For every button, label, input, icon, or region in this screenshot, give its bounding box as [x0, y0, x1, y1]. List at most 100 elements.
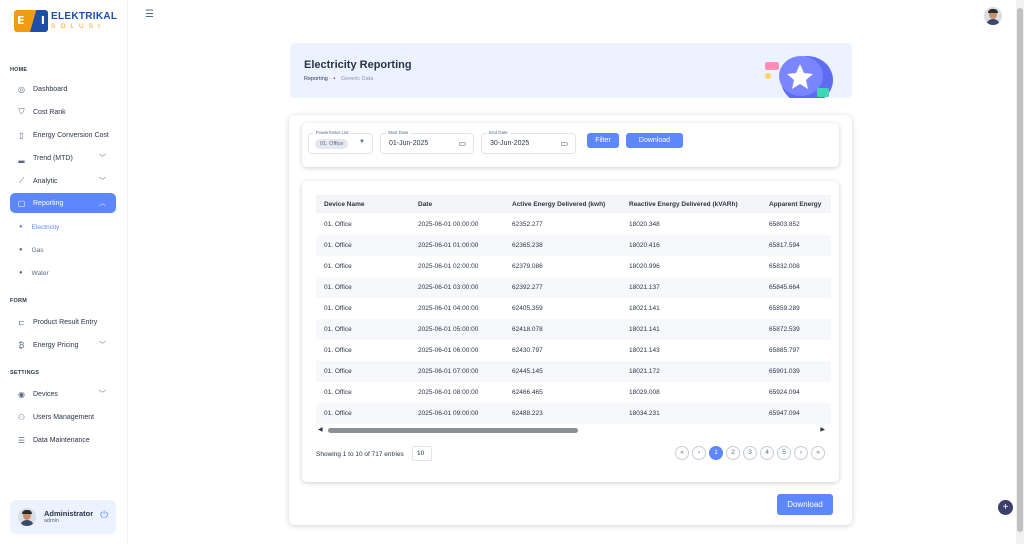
sidebar-item-dashboard[interactable]: ◎ Dashboard	[10, 79, 116, 99]
table-row[interactable]	[316, 235, 831, 256]
table-cell: 18020.996	[629, 263, 660, 270]
table-cell: 2025-06-01 09:00:00	[418, 410, 479, 417]
sidebar-item-label: Trend (MTD)	[33, 154, 73, 162]
powermeter-select[interactable]: Powermeter List 01. Office ▼	[308, 130, 373, 154]
column-header[interactable]: Apparent Energy	[769, 201, 822, 208]
column-header[interactable]: Date	[418, 201, 433, 208]
table-row[interactable]	[316, 277, 831, 298]
page-size-select[interactable]: 10	[412, 446, 432, 461]
page-scrollbar[interactable]	[1016, 0, 1024, 544]
table-row[interactable]	[316, 403, 831, 424]
bullet-icon: ●	[19, 224, 23, 230]
sidebar-item-product-result-entry[interactable]: ⊏ Product Result Entry	[10, 312, 116, 332]
table-row[interactable]	[316, 340, 831, 361]
database-icon: ☰	[17, 435, 26, 445]
download-button-bottom[interactable]: Download	[777, 494, 833, 515]
sidebar: E I ELEKTRIKAL SOLUSI HOME ◎ Dashboard ⛉…	[0, 0, 128, 544]
sidebar-item-label: Product Result Entry	[33, 318, 98, 326]
menu-toggle-icon[interactable]: ☰	[145, 9, 154, 20]
customizer-fab-icon[interactable]: +	[998, 500, 1013, 515]
scroll-right-icon[interactable]: ▶	[820, 427, 825, 433]
end-date-label: End Date	[487, 130, 510, 135]
horizontal-scrollbar[interactable]: ◀ ▶	[316, 427, 831, 434]
table-row[interactable]	[316, 361, 831, 382]
sidebar-item-label: Dashboard	[33, 85, 68, 93]
table-cell: 65901.039	[769, 368, 800, 375]
sidebar-item-cost-rank[interactable]: ⛉ Cost Rank	[10, 102, 116, 122]
table-cell: 2025-06-01 08:00:00	[418, 389, 479, 396]
sidebar-item-reporting[interactable]: ▢ Reporting ︿	[10, 193, 116, 213]
sidebar-sub-electricity[interactable]: ● Electricity	[10, 219, 59, 235]
scroll-left-icon[interactable]: ◀	[318, 427, 323, 433]
logout-icon[interactable]: ⏻	[100, 510, 108, 521]
user-avatar[interactable]	[984, 7, 1002, 25]
column-header[interactable]: Active Energy Delivered (kwh)	[512, 201, 606, 208]
calendar-icon[interactable]: ▭	[560, 139, 568, 148]
last-page-button[interactable]: »	[811, 446, 825, 460]
sidebar-item-data-maintenance[interactable]: ☰ Data Maintenance	[10, 430, 116, 450]
users-icon: ⚇	[17, 412, 26, 422]
chevron-down-icon: ﹀	[99, 178, 106, 185]
bullet-icon: ●	[19, 247, 23, 253]
first-page-button[interactable]: «	[675, 446, 689, 460]
page-button[interactable]: 3	[743, 446, 757, 460]
powermeter-chip[interactable]: 01. Office	[315, 139, 349, 149]
sidebar-sub-water[interactable]: ● Water	[10, 265, 49, 281]
sidebar-sub-label: Water	[31, 269, 49, 277]
sidebar-item-label: Devices	[33, 390, 58, 398]
scroll-thumb[interactable]	[328, 428, 578, 433]
end-date-value: 30-Jun-2025	[490, 140, 530, 147]
table-cell: 65832.008	[769, 263, 800, 270]
page-button[interactable]: 5	[777, 446, 791, 460]
table-row[interactable]	[316, 214, 831, 235]
conversion-icon: ▯	[19, 130, 24, 140]
profile-card: Administrator admin ⏻	[10, 500, 116, 534]
table-row[interactable]	[316, 256, 831, 277]
table-row[interactable]	[316, 298, 831, 319]
section-home: HOME	[10, 67, 28, 73]
profile-name: Administrator	[44, 508, 94, 518]
filter-button[interactable]: Filter	[587, 133, 619, 148]
table-cell: 01. Office	[324, 389, 352, 396]
start-date-field[interactable]: Start Date 01-Jun-2025 ▭	[380, 130, 474, 154]
breadcrumb-root[interactable]: Reporting	[304, 76, 328, 82]
sidebar-item-energy-pricing[interactable]: ₿ Energy Pricing ﹀	[10, 335, 116, 355]
table-cell: 01. Office	[324, 284, 352, 291]
table-row[interactable]	[316, 319, 831, 340]
column-header[interactable]: Device Name	[324, 201, 365, 208]
table-cell: 18021.172	[629, 368, 660, 375]
sidebar-item-energy-conversion-cost[interactable]: ▯ Energy Conversion Cost	[10, 125, 116, 145]
header-illustration	[765, 56, 833, 98]
start-date-label: Start Date	[386, 130, 411, 135]
entries-info: Showing 1 to 10 of 717 entries	[316, 451, 404, 458]
profile-role: admin	[44, 518, 59, 525]
table-cell: 2025-06-01 05:00:00	[418, 326, 479, 333]
table-cell: 62365.238	[512, 242, 543, 249]
end-date-field[interactable]: End Date 30-Jun-2025 ▭	[481, 130, 576, 154]
avatar[interactable]	[18, 508, 36, 526]
page-button[interactable]: 4	[760, 446, 774, 460]
page-button[interactable]: 2	[726, 446, 740, 460]
column-header[interactable]: Reactive Energy Delivered (kVARh)	[629, 201, 738, 208]
sidebar-item-devices[interactable]: ◉ Devices ﹀	[10, 384, 116, 404]
sidebar-item-analytic[interactable]: ⟋ Analytic ﹀	[10, 171, 116, 191]
table-cell: 01. Office	[324, 263, 352, 270]
table-cell: 18021.137	[629, 284, 660, 291]
sidebar-item-trend[interactable]: ▂ Trend (MTD) ﹀	[10, 148, 116, 168]
table-cell: 18021.141	[629, 326, 660, 333]
download-button[interactable]: Download	[626, 133, 683, 148]
sidebar-sub-gas[interactable]: ● Gas	[10, 242, 44, 258]
next-page-button[interactable]: ›	[794, 446, 808, 460]
calendar-icon[interactable]: ▭	[458, 139, 466, 148]
table-row[interactable]	[316, 382, 831, 403]
page-title: Electricity Reporting	[304, 59, 412, 71]
brand-logo[interactable]: E I ELEKTRIKAL SOLUSI	[14, 10, 117, 32]
prev-page-button[interactable]: ‹	[692, 446, 706, 460]
cart-icon: ⊏	[18, 317, 25, 327]
sidebar-item-label: Reporting	[33, 199, 64, 207]
table-cell: 62392.277	[512, 284, 543, 291]
page-button[interactable]: 1	[709, 446, 723, 460]
sidebar-item-users-management[interactable]: ⚇ Users Management	[10, 407, 116, 427]
chevron-down-icon: ﹀	[99, 391, 106, 398]
table-cell: 2025-06-01 06:00:00	[418, 347, 479, 354]
